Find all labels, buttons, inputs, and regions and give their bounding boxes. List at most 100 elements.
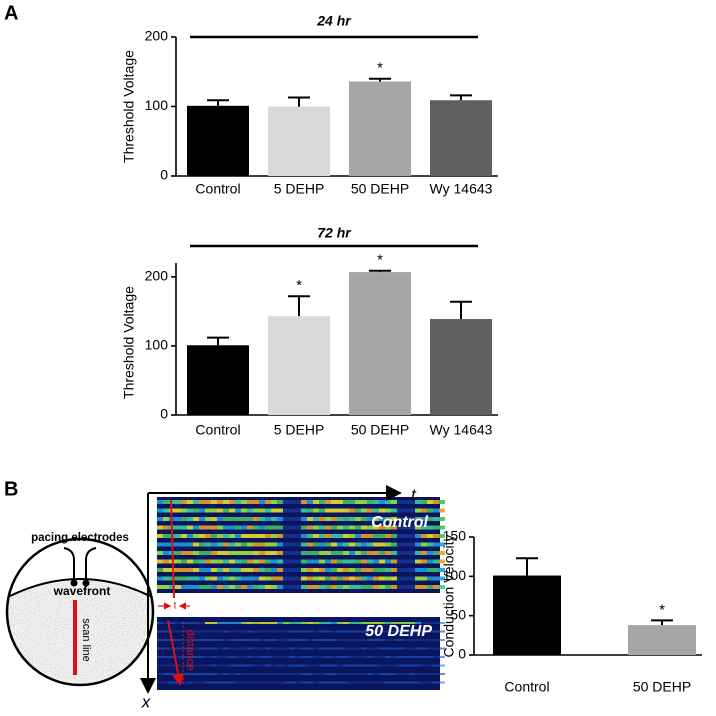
kymograph-stripe	[247, 639, 253, 641]
kymograph-stripe	[265, 517, 271, 521]
kymograph-stripe	[241, 630, 247, 633]
electrode	[82, 579, 90, 587]
kymograph-stripe	[373, 630, 379, 633]
kymograph-stripe	[397, 622, 403, 624]
kymograph-stripe	[175, 639, 181, 641]
kymograph-stripe	[277, 622, 283, 624]
kymograph-stripe	[409, 534, 415, 538]
kymograph-stripe	[331, 576, 337, 581]
kymograph-stripe	[439, 630, 445, 633]
kymograph-stripe	[283, 681, 289, 684]
kymograph-stripe	[403, 559, 409, 564]
kymograph-stripe	[439, 559, 445, 564]
kymograph-stripe	[379, 673, 385, 675]
kymograph-stripe	[241, 551, 247, 555]
kymograph-stripe	[343, 585, 349, 589]
kymograph-stripe	[397, 508, 403, 513]
kymograph-stripe	[313, 639, 319, 641]
kymograph-stripe	[199, 568, 205, 572]
kymograph-stripe	[193, 673, 199, 675]
kymograph-stripe	[433, 630, 439, 633]
kymograph-stripe	[319, 673, 325, 675]
kymograph-stripe	[367, 664, 373, 667]
kymograph-stripe	[319, 500, 325, 504]
kymograph-stripe	[163, 622, 169, 624]
kymograph-stripe	[397, 500, 403, 504]
kymograph-stripe	[253, 534, 259, 538]
kymograph-stripe	[277, 664, 283, 667]
kymograph-stripe	[367, 681, 373, 684]
kymograph-stripe	[175, 508, 181, 513]
kymograph-stripe	[367, 500, 373, 504]
kymograph-stripe	[415, 508, 421, 513]
kymograph-stripe	[289, 622, 295, 624]
kymograph-stripe	[283, 534, 289, 538]
kymograph-stripe	[175, 568, 181, 572]
kymograph-stripe	[229, 542, 235, 547]
kymograph-stripe	[433, 622, 439, 624]
kymograph-stripe	[259, 630, 265, 633]
significance-marker: *	[659, 601, 665, 618]
kymograph-stripe	[163, 576, 169, 581]
kymograph-stripe	[271, 568, 277, 572]
kymograph-stripe	[379, 551, 385, 555]
kymograph-stripe	[241, 542, 247, 547]
kymograph-stripe	[247, 568, 253, 572]
kymograph-stripe	[331, 517, 337, 521]
kymograph-stripe	[397, 639, 403, 641]
kymograph-stripe	[355, 559, 361, 564]
kymograph-stripe	[259, 542, 265, 547]
kymograph-stripe	[283, 525, 289, 530]
kymograph-stripe	[169, 622, 175, 624]
kymograph-stripe	[379, 568, 385, 572]
kymograph-stripe	[295, 508, 301, 513]
kymograph-stripe	[265, 630, 271, 633]
kymograph-stripe	[415, 517, 421, 521]
kymograph-stripe	[433, 647, 439, 650]
kymograph-stripe	[313, 525, 319, 530]
kymograph-stripe	[367, 639, 373, 641]
kymograph-stripe	[319, 525, 325, 530]
kymograph-stripe	[277, 551, 283, 555]
kymograph-stripe	[421, 559, 427, 564]
electrode-wires	[63, 547, 97, 582]
kymograph-stripe	[205, 559, 211, 564]
kymograph-stripe	[367, 542, 373, 547]
kymograph-stripe	[313, 664, 319, 667]
kymograph-stripe	[367, 630, 373, 633]
kymograph-stripe	[433, 500, 439, 504]
kymograph-stripe	[337, 534, 343, 538]
kymograph-stripe	[349, 568, 355, 572]
x-tick-label: Control	[195, 422, 240, 438]
kymograph-stripe	[163, 534, 169, 538]
kymograph-stripe	[157, 542, 163, 547]
kymograph-stripe	[307, 534, 313, 538]
kymograph-stripe	[307, 500, 313, 504]
kymograph-stripe	[313, 551, 319, 555]
kymograph-stripe	[163, 673, 169, 675]
kymograph-stripe	[325, 664, 331, 667]
x-tick-label: 5 DEHP	[274, 422, 325, 438]
kymograph-stripe	[331, 622, 337, 624]
kymograph-stripe	[229, 622, 235, 624]
kymograph-stripe	[157, 500, 163, 504]
kymograph-stripe	[307, 517, 313, 521]
kymograph-stripe	[415, 576, 421, 581]
dish-outline	[5, 537, 155, 687]
kymograph-stripe	[205, 656, 211, 658]
kymograph-stripe	[157, 647, 163, 650]
kymograph-stripe	[319, 551, 325, 555]
kymograph-stripe	[205, 647, 211, 650]
kymograph-stripe	[163, 559, 169, 564]
kymograph-stripe	[373, 500, 379, 504]
kymograph-stripe	[289, 551, 295, 555]
y-tick-label: 200	[145, 28, 169, 44]
kymograph-stripe	[235, 517, 241, 521]
kymograph-stripe	[265, 551, 271, 555]
kymograph-stripe	[283, 508, 289, 513]
kymograph-stripe	[271, 656, 277, 658]
kymograph-stripe	[277, 517, 283, 521]
kymograph-stripe	[229, 525, 235, 530]
kymograph-stripe	[211, 630, 217, 633]
kymograph-stripe	[217, 517, 223, 521]
